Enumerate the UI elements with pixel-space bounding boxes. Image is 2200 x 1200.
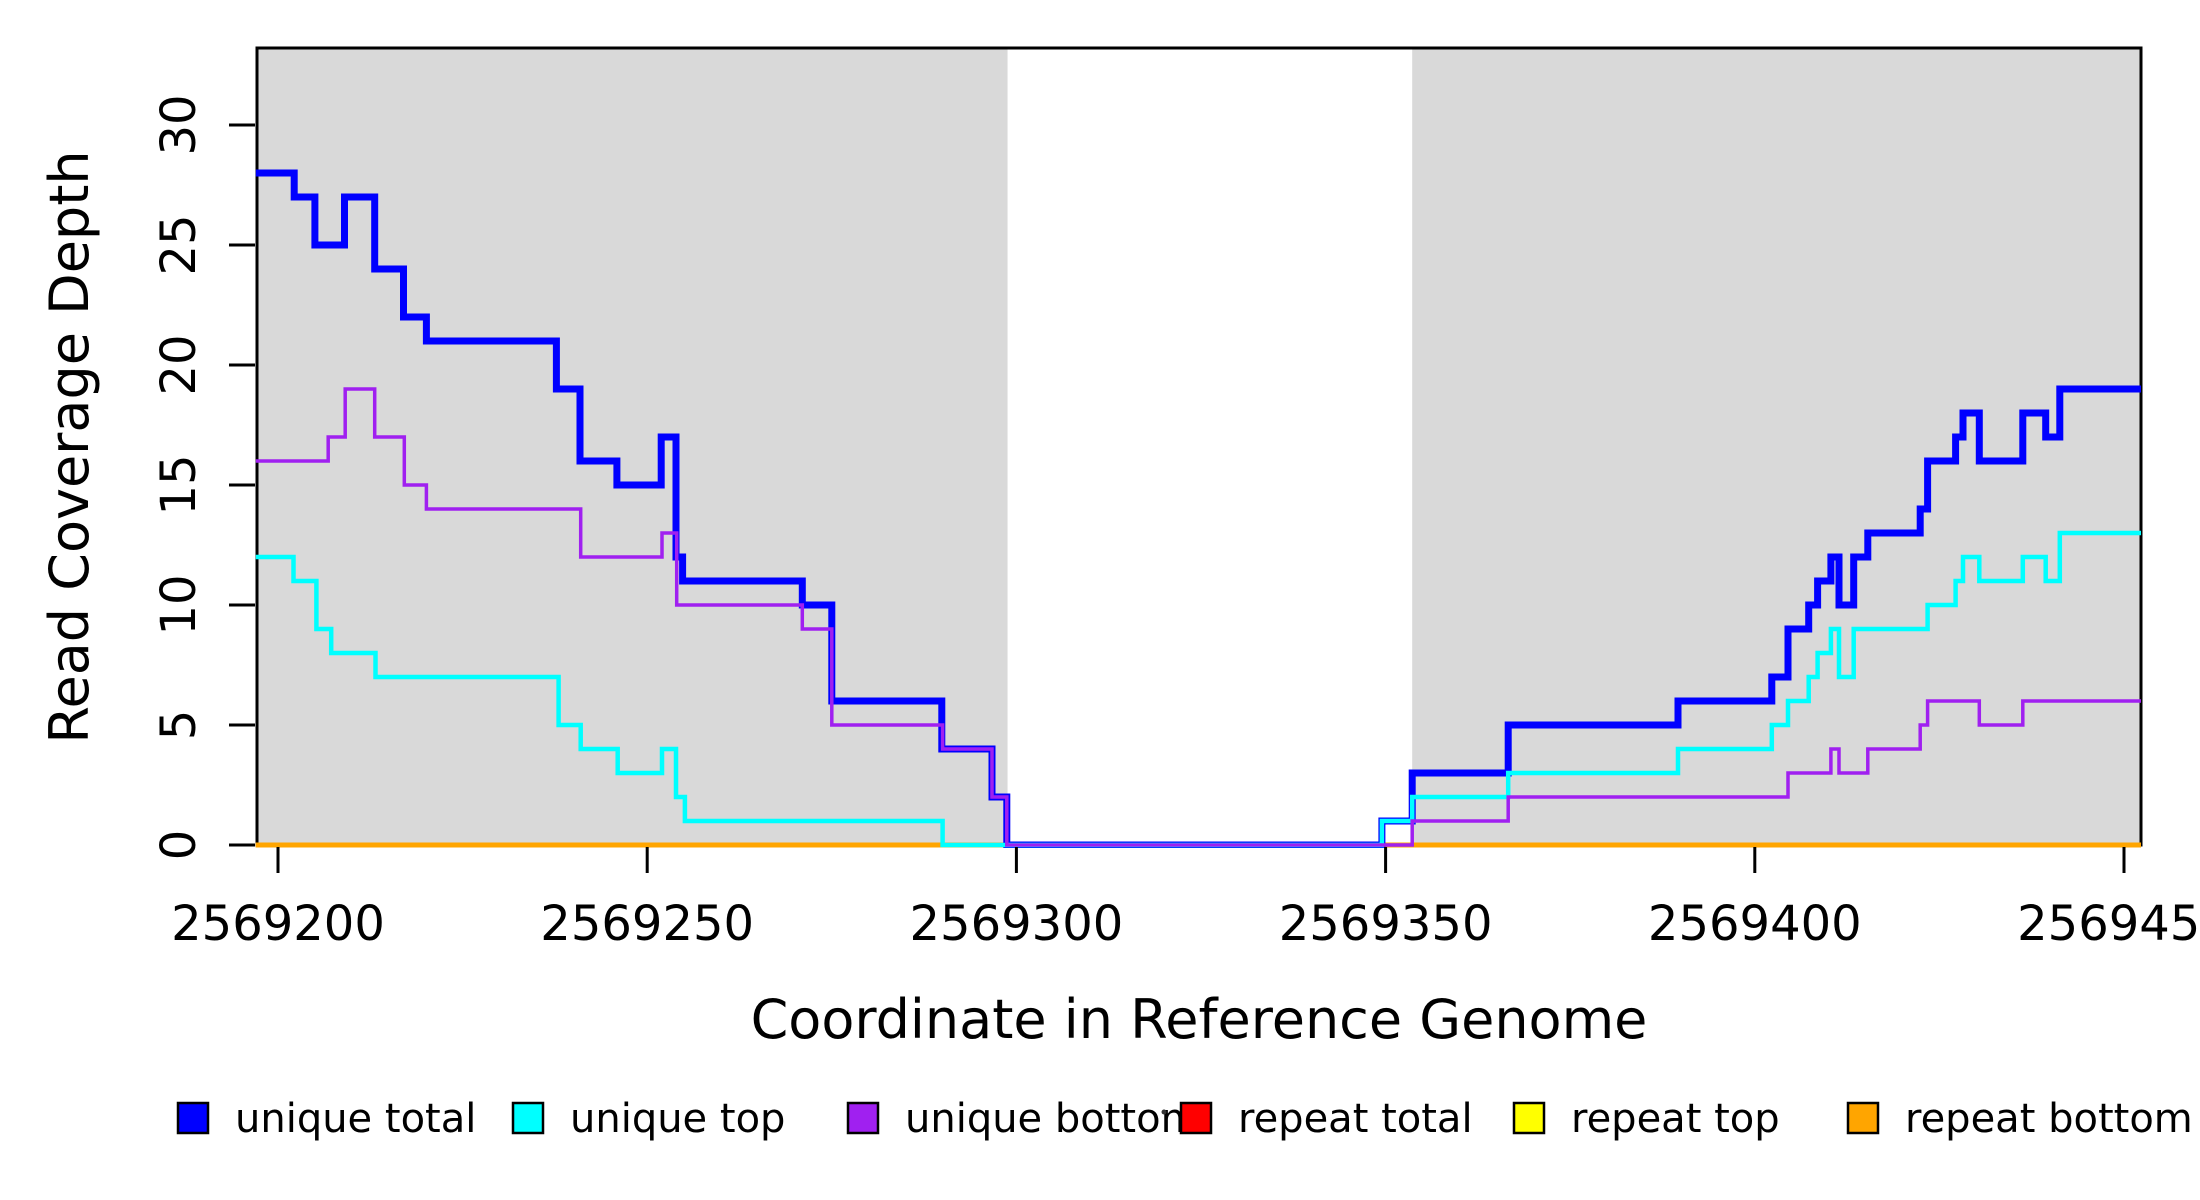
x-tick-label: 2569250 [540,896,754,952]
x-axis-title: Coordinate in Reference Genome [751,988,1648,1051]
y-tick-label: 20 [151,334,207,395]
y-axis-ticks: 0 5 10 15 20 25 30 [151,94,255,860]
legend: unique total unique top unique bottom repea… [176,1096,2193,1142]
shaded-region [257,48,1008,845]
legend-swatch [176,1101,210,1135]
x-axis-ticks: 2569200 2569250 2569300 2569350 2569400 25694… [171,847,2200,952]
y-tick-label: 0 [151,830,207,861]
y-tick-label: 10 [151,574,207,635]
y-tick-label: 30 [151,94,207,155]
legend-item-unique-total: unique total [176,1096,476,1142]
legend-item-unique-top: unique top [511,1096,785,1142]
series-unique-bottom [255,387,2141,847]
legend-item-unique-bottom: unique bottom [846,1096,1200,1142]
series-lines-layer [255,169,2141,848]
y-tick-label: 5 [151,710,207,741]
legend-label: unique top [570,1096,785,1142]
y-axis-title: Read Coverage Depth [38,150,101,743]
legend-swatch [1179,1101,1213,1135]
legend-item-repeat-total: repeat total [1179,1096,1473,1142]
legend-label: repeat total [1238,1096,1473,1142]
legend-label: unique total [235,1096,476,1142]
shaded-regions-layer [257,48,2141,845]
x-tick-label: 2569300 [910,896,1124,952]
legend-swatch [1846,1101,1880,1135]
legend-swatch [511,1101,545,1135]
y-tick-label: 25 [151,214,207,275]
x-tick-label: 2569350 [1279,896,1493,952]
stray-dot-mark [1161,1109,1167,1115]
legend-item-repeat-bottom: repeat bottom [1846,1096,2193,1142]
legend-label: repeat bottom [1905,1096,2193,1142]
legend-item-repeat-top: repeat top [1512,1096,1780,1142]
series-unique-top [255,530,2141,848]
x-tick-label: 2569200 [171,896,385,952]
legend-label: unique bottom [905,1096,1200,1142]
x-tick-label: 2569400 [1648,896,1862,952]
legend-swatch [1512,1101,1546,1135]
legend-label: repeat top [1571,1096,1780,1142]
legend-swatch [846,1101,880,1135]
y-tick-label: 15 [151,454,207,515]
